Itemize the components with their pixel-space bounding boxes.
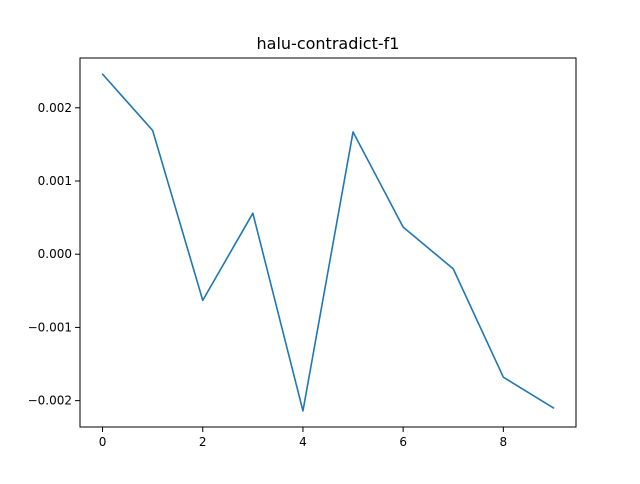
x-tick-label: 4 (299, 435, 307, 449)
y-tick-label: 0.001 (38, 174, 72, 188)
y-tick-label: 0.000 (38, 247, 72, 261)
x-tick-label: 8 (500, 435, 508, 449)
x-tick-label: 0 (99, 435, 107, 449)
y-tick-label: −0.001 (28, 320, 72, 334)
y-tick-label: 0.002 (38, 101, 72, 115)
chart-title: halu-contradict-f1 (257, 34, 400, 53)
y-tick-label: −0.002 (28, 394, 72, 408)
x-tick-label: 6 (399, 435, 407, 449)
x-tick-label: 2 (199, 435, 207, 449)
